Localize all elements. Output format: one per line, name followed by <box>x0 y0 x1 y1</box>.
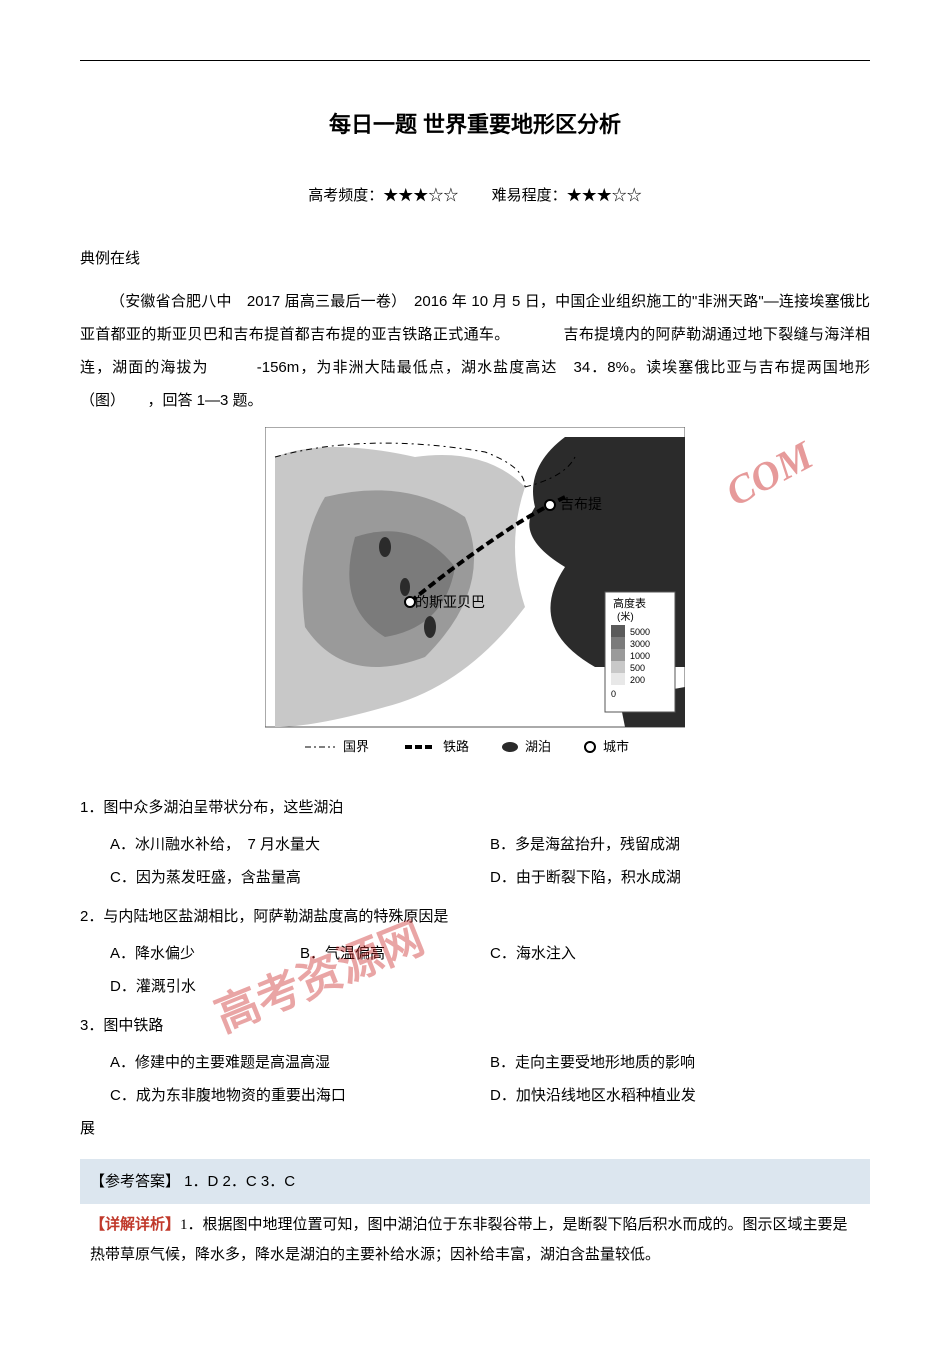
freq-stars-filled: ★★★ <box>383 187 428 204</box>
legend-rail: 铁路 <box>443 739 469 754</box>
question-1: 1．图中众多湖泊呈带状分布，这些湖泊 A．冰川融水补给， 7 月水量大 B．多是… <box>80 791 870 894</box>
q2-stem: 2．与内陆地区盐湖相比，阿萨勒湖盐度高的特殊原因是 <box>80 900 870 933</box>
legend-unit: (米) <box>617 610 634 623</box>
passage: （安徽省合肥八中 2017 届高三最后一卷） 2016 年 10 月 5 日，中… <box>80 285 870 417</box>
q2-opt-d: D．灌溉引水 <box>110 970 870 1003</box>
map-label-addis: 的斯亚贝巴 <box>415 594 485 610</box>
explain-block: 【详解详析】1．根据图中地理位置可知，图中湖泊位于东非裂谷带上，是断裂下陷后积水… <box>80 1204 870 1272</box>
q1-opt-d: D．由于断裂下陷，积水成湖 <box>490 861 870 894</box>
q2-opt-c: C．海水注入 <box>490 937 680 970</box>
legend-v4: 200 <box>630 675 645 685</box>
legend-border: 国界 <box>343 739 369 754</box>
legend-title: 高度表 <box>613 596 646 610</box>
legend-v3: 500 <box>630 663 645 673</box>
section-label: 典例在线 <box>80 242 870 275</box>
q3-opt-c: C．成为东非腹地物资的重要出海口 <box>110 1079 490 1112</box>
diff-label: 难易程度： <box>492 187 567 204</box>
legend-lake: 湖泊 <box>525 739 551 754</box>
map-svg: 吉布提 的斯亚贝巴 高度表 (米) 5000 3000 1000 500 200… <box>265 427 685 767</box>
explain-body: 1．根据图中地理位置可知，图中湖泊位于东非裂谷带上，是断裂下陷后积水而成的。图示… <box>90 1217 848 1263</box>
diff-stars-filled: ★★★ <box>567 187 612 204</box>
legend-city: 城市 <box>603 739 629 754</box>
q3-opt-d: D．加快沿线地区水稻种植业发 <box>490 1079 870 1112</box>
explain-lead: 【详解详析】 <box>90 1217 180 1233</box>
question-3: 3．图中铁路 A．修建中的主要难题是高温高湿 B．走向主要受地形地质的影响 C．… <box>80 1009 870 1145</box>
q3-stem: 3．图中铁路 <box>80 1009 870 1042</box>
top-rule <box>80 60 870 61</box>
map-figure: 吉布提 的斯亚贝巴 高度表 (米) 5000 3000 1000 500 200… <box>80 427 870 779</box>
q1-opt-a: A．冰川融水补给， 7 月水量大 <box>110 828 490 861</box>
question-2: 2．与内陆地区盐湖相比，阿萨勒湖盐度高的特殊原因是 A．降水偏少 B．气温偏高 … <box>80 900 870 1003</box>
legend-v1: 3000 <box>630 639 650 649</box>
page-title: 每日一题 世界重要地形区分析 <box>80 101 870 149</box>
q1-stem: 1．图中众多湖泊呈带状分布，这些湖泊 <box>80 791 870 824</box>
meta-line: 高考频度：★★★☆☆ 难易程度：★★★☆☆ <box>80 179 870 212</box>
legend-v2: 1000 <box>630 651 650 661</box>
q3-opt-b: B．走向主要受地形地质的影响 <box>490 1046 870 1079</box>
q2-opt-a: A．降水偏少 <box>110 937 300 970</box>
q2-opt-b: B．气温偏高 <box>300 937 490 970</box>
q3-opt-a: A．修建中的主要难题是高温高湿 <box>110 1046 490 1079</box>
q3-tail: 展 <box>80 1112 870 1145</box>
legend-v0: 5000 <box>630 627 650 637</box>
legend-v5: 0 <box>611 689 616 699</box>
q1-opt-b: B．多是海盆抬升，残留成湖 <box>490 828 870 861</box>
freq-stars-empty: ☆☆ <box>428 187 458 204</box>
diff-stars-empty: ☆☆ <box>612 187 642 204</box>
q1-opt-c: C．因为蒸发旺盛，含盐量高 <box>110 861 490 894</box>
map-label-djibouti: 吉布提 <box>560 496 602 512</box>
freq-label: 高考频度： <box>308 187 383 204</box>
answer-block: 【参考答案】 1．D 2．C 3．C <box>80 1159 870 1204</box>
